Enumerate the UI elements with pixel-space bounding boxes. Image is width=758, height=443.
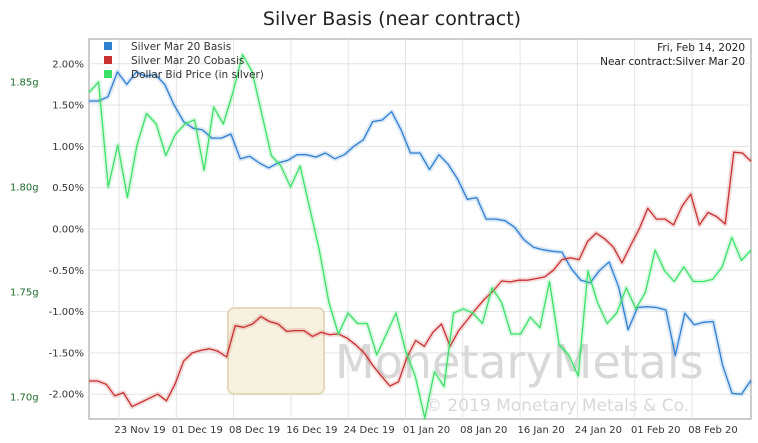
watermark-brand: MonetaryMetals xyxy=(335,335,704,389)
x-tick-label: 24 Dec 19 xyxy=(344,425,395,436)
legend-swatch-dollar xyxy=(104,70,112,78)
info-near-contract: Near contract:Silver Mar 20 xyxy=(600,56,745,68)
x-tick-label: 24 Jan 20 xyxy=(575,425,622,436)
x-tick-label: 16 Dec 19 xyxy=(286,425,337,436)
x-tick-label: 01 Feb 20 xyxy=(631,425,681,436)
y-tick-label-right: 1.80g xyxy=(10,183,39,194)
y-tick-label-left: 0.00% xyxy=(52,225,84,236)
y-tick-label-right: 1.70g xyxy=(10,392,39,403)
y-tick-label-left: 1.50% xyxy=(52,101,84,112)
x-tick-label: 16 Jan 20 xyxy=(517,425,564,436)
x-tick-label: 08 Jan 20 xyxy=(460,425,507,436)
watermark: MonetaryMetals © 2019 Monetary Metals & … xyxy=(227,307,704,416)
legend-label-basis: Silver Mar 20 Basis xyxy=(131,41,231,53)
y-tick-label-left: -0.50% xyxy=(49,266,84,277)
x-axis: 23 Nov 19 01 Dec 19 08 Dec 19 16 Dec 19 24 D… xyxy=(114,425,737,436)
y-axis-right: 1.85g 1.80g 1.75g 1.70g xyxy=(10,78,39,404)
y-tick-label-left: 1.00% xyxy=(52,142,84,153)
y-tick-label-left: -1.00% xyxy=(49,307,84,318)
legend-label-cobasis: Silver Mar 20 Cobasis xyxy=(131,55,244,67)
y-tick-label-right: 1.75g xyxy=(10,287,39,298)
legend-item-basis[interactable]: Silver Mar 20 Basis xyxy=(104,41,231,53)
x-tick-label: 08 Feb 20 xyxy=(688,425,738,436)
legend-label-dollar: Dollar Bid Price (in silver) xyxy=(131,69,264,81)
legend-item-cobasis[interactable]: Silver Mar 20 Cobasis xyxy=(104,55,244,67)
legend-swatch-basis xyxy=(104,42,112,50)
y-tick-label-left: -1.50% xyxy=(49,348,84,359)
y-tick-label-left: 2.00% xyxy=(52,59,84,70)
x-tick-label: 01 Jan 20 xyxy=(403,425,450,436)
chart-title: Silver Basis (near contract) xyxy=(263,8,521,30)
x-tick-label: 08 Dec 19 xyxy=(229,425,280,436)
y-tick-label-left: 0.50% xyxy=(52,183,84,194)
info-box: Fri, Feb 14, 2020 Near contract:Silver M… xyxy=(600,42,745,68)
legend-swatch-cobasis xyxy=(104,56,112,64)
series-line-basis xyxy=(89,71,752,395)
series-layer xyxy=(87,52,754,421)
info-date: Fri, Feb 14, 2020 xyxy=(657,42,745,54)
y-tick-label-right: 1.85g xyxy=(10,78,39,89)
grid-lines xyxy=(89,39,751,419)
y-tick-label-left: -2.00% xyxy=(49,390,84,401)
watermark-copyright: © 2019 Monetary Metals & Co. xyxy=(425,396,689,416)
legend: Silver Mar 20 Basis Silver Mar 20 Cobasi… xyxy=(104,41,264,81)
legend-item-dollar[interactable]: Dollar Bid Price (in silver) xyxy=(104,69,264,81)
x-tick-label: 01 Dec 19 xyxy=(172,425,223,436)
series-line-dollar xyxy=(88,54,752,419)
y-axis-left: 2.00% 1.50% 1.00% 0.50% 0.00% -0.50% -1.00% -1.… xyxy=(49,59,84,400)
series-line-cobasis xyxy=(89,151,752,408)
x-tick-label: 23 Nov 19 xyxy=(114,425,165,436)
